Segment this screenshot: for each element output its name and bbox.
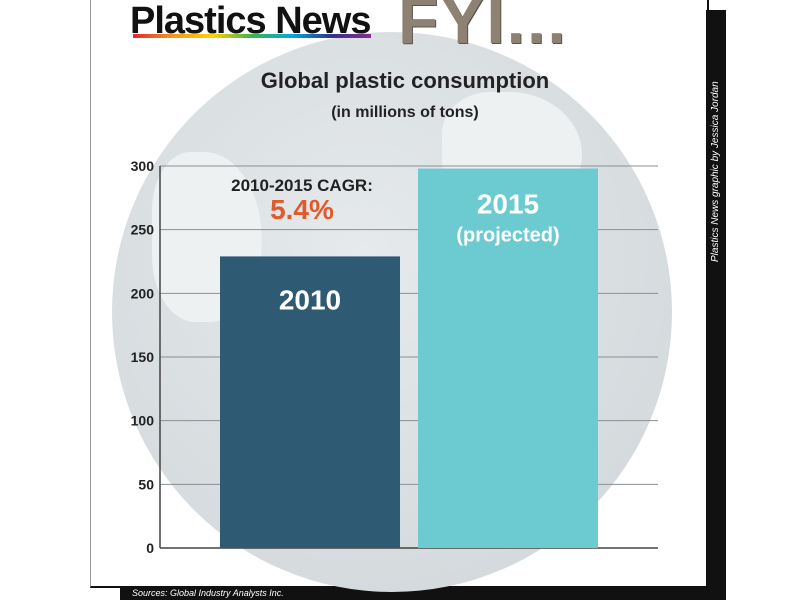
frame-shadow-bottom <box>120 586 726 600</box>
y-tick-label: 300 <box>131 158 155 174</box>
bar <box>418 168 598 548</box>
chart-subtitle: (in millions of tons) <box>331 104 479 121</box>
y-tick-label: 200 <box>131 285 155 301</box>
y-tick-label: 100 <box>131 413 155 429</box>
y-tick-label: 150 <box>131 349 155 365</box>
fyi-heading: FYI... <box>398 0 568 57</box>
cagr-label: 2010-2015 CAGR: <box>231 176 373 195</box>
logo-color-stripe <box>133 34 371 38</box>
y-tick-label: 50 <box>138 476 154 492</box>
chart-title: Global plastic consumption <box>260 68 550 93</box>
bar-sublabel: (projected) <box>456 225 559 247</box>
bar <box>220 256 400 548</box>
y-tick-label: 250 <box>131 222 155 238</box>
frame-shadow-right <box>706 10 726 600</box>
y-tick-label: 0 <box>146 540 154 556</box>
sources-note: Sources: Global Industry Analysts Inc. <box>132 588 284 598</box>
cagr-value: 5.4% <box>270 194 334 225</box>
bar-category-label: 2010 <box>279 284 341 315</box>
bar-category-label: 2015 <box>477 189 539 220</box>
